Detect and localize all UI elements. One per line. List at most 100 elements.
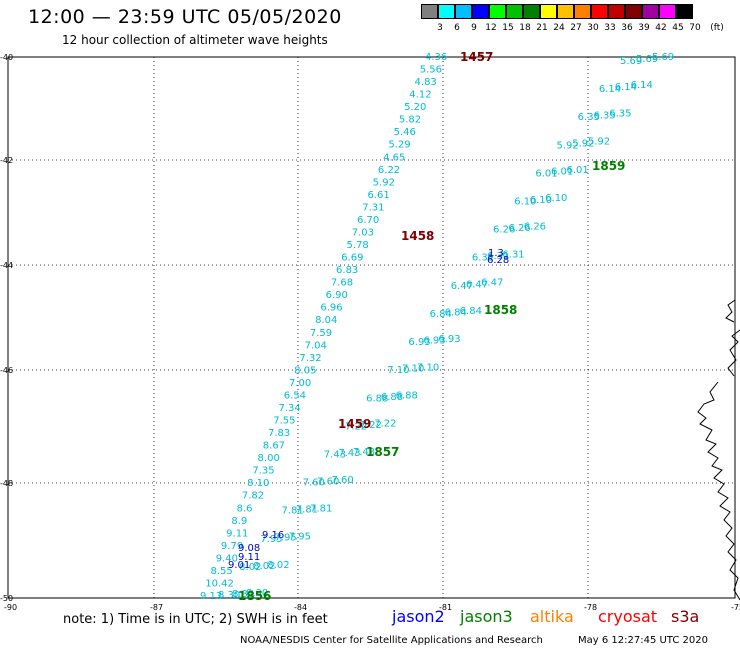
jason3-swh-label: 6.14: [615, 82, 637, 93]
cryosat-swh-label: 8.9: [231, 516, 247, 527]
cryosat-swh-label: 6.69: [341, 253, 363, 264]
legend-swatch-42: [642, 4, 659, 19]
generation-timestamp: May 6 12:27:45 UTC 2020: [578, 635, 708, 646]
cryosat-swh-label: 5.56: [420, 65, 442, 76]
footer-note: note: 1) Time is in UTC; 2) SWH is in fe…: [63, 612, 328, 627]
legend-label: 12: [485, 23, 497, 33]
cryosat-swh-label: 8.10: [247, 478, 269, 489]
jason3c-swh-label: 7.22: [345, 421, 367, 432]
legend-label: 45: [672, 23, 684, 33]
cryosat-swh-label: 8.00: [258, 453, 280, 464]
longitude-label: -84: [294, 603, 307, 612]
latitude-label: -42: [0, 156, 13, 165]
cryosat-swh-label: 6.83: [336, 265, 358, 276]
legend-swatch-27: [557, 4, 574, 19]
cryosat-swh-label: 7.59: [310, 328, 332, 339]
satellite-cryosat: cryosat: [598, 607, 658, 626]
cryosat-swh-label: 5.92: [373, 177, 395, 188]
jason3-swh-label: 7.81: [296, 505, 318, 516]
legend-swatch-12: [472, 4, 489, 19]
legend-label: 70: [689, 23, 701, 33]
cryosat-swh-label: 4.36: [425, 52, 447, 63]
jason3b-swh-label: 6.10: [545, 193, 567, 204]
jason2-swh-label: 9.01: [228, 560, 250, 571]
legend-unit: (ft): [710, 23, 724, 33]
legend-label: 36: [621, 23, 633, 33]
jason3-swh-label: 8.30: [232, 589, 254, 600]
altimeter-tracks: 4.36 5.564.83 4.125.20 5.825.46 5.294.65 6.22…: [200, 52, 674, 602]
jason3-swh-label: 7.10: [402, 364, 424, 375]
legend-swatch-21: [523, 4, 540, 19]
cryosat-swh-label: 6.96: [320, 303, 342, 314]
jason3-swh-label: 6.31: [487, 251, 509, 262]
cryosat-swh-label: 9.13: [200, 591, 222, 602]
legend-swatch-33: [591, 4, 608, 19]
cryosat-swh-label: 5.78: [347, 240, 369, 251]
legend-label: 21: [536, 23, 548, 33]
jason3c-swh-label: 6.14: [599, 84, 621, 95]
time-label: 1859: [592, 159, 625, 173]
legend-swatch-70: [676, 4, 693, 19]
cryosat-swh-label: 7.31: [362, 202, 384, 213]
coastline-segment: [725, 299, 736, 323]
jason3c-swh-label: 7.95: [260, 534, 282, 545]
longitude-label: -90: [4, 603, 17, 612]
cryosat-swh-label: 4.83: [415, 77, 437, 88]
cryosat-swh-label: 8.55: [210, 566, 232, 577]
legend-label: 9: [471, 23, 477, 33]
jason3b-swh-label: 6.93: [438, 334, 460, 345]
jason3-swh-label: 6.84: [445, 307, 467, 318]
latitude-label: -50: [0, 594, 13, 603]
credit-line: NOAA/NESDIS Center for Satellite Applica…: [240, 635, 543, 646]
cryosat-swh-label: 7.82: [242, 491, 264, 502]
time-label: 1459: [338, 417, 371, 431]
cryosat-swh-label: 7.55: [273, 416, 295, 427]
legend-label: 27: [570, 23, 582, 33]
jason3b-swh-label: 7.22: [374, 419, 396, 430]
jason3b-swh-label: 7.95: [289, 532, 311, 543]
jason3c-swh-label: 8.30: [218, 590, 240, 601]
jason3b-swh-label: 6.31: [502, 249, 524, 260]
cryosat-swh-label: 5.46: [394, 127, 416, 138]
jason3c-swh-label: 6.31: [472, 253, 494, 264]
jason3c-swh-label: 6.93: [408, 337, 430, 348]
jason3c-swh-label: 6.84: [430, 309, 452, 320]
jason2-swh-label: 9.08: [238, 543, 260, 554]
latitude-label: -44: [0, 261, 13, 270]
jason3-swh-label: 6.93: [423, 336, 445, 347]
legend-swatch-6: [438, 4, 455, 19]
longitude-label: -81: [439, 603, 452, 612]
cryosat-swh-label: 8.6: [237, 503, 253, 514]
cryosat-swh-label: 7.34: [278, 403, 300, 414]
cryosat-swh-label: 7.83: [268, 428, 290, 439]
legend-swatch-30: [574, 4, 591, 19]
longitude-label: -78: [584, 603, 597, 612]
legend-label: 33: [604, 23, 616, 33]
legend-swatch-3: [421, 4, 438, 19]
latitude-label: -40: [0, 53, 13, 62]
jason3c-swh-label: 6.01: [535, 168, 557, 179]
cryosat-swh-label: 6.90: [326, 290, 348, 301]
legend-label: 39: [638, 23, 650, 33]
jason3-swh-label: 6.01: [551, 167, 573, 178]
cryosat-swh-label: 10.42: [205, 578, 234, 589]
satellite-s3a: s3a: [671, 607, 700, 626]
coastline: [697, 299, 740, 601]
jason3-swh-label: 6.35: [593, 110, 615, 121]
legend-label: 15: [502, 23, 514, 33]
cryosat-swh-label: 8.67: [263, 441, 285, 452]
cryosat-swh-label: 6.61: [367, 190, 389, 201]
jason2-swh-label: 1.3: [488, 248, 504, 259]
jason3-swh-label: 5.69: [636, 54, 658, 65]
jason3b-swh-label: 7.10: [417, 362, 439, 373]
jason2-swh-label: 9.16: [262, 530, 284, 541]
cryosat-swh-label: 5.82: [399, 115, 421, 126]
page-subtitle: 12 hour collection of altimeter wave hei…: [62, 33, 328, 47]
satellite-altika: altika: [530, 607, 574, 626]
jason3b-swh-label: 6.35: [609, 108, 631, 119]
time-label: 1458: [401, 229, 434, 243]
jason3b-swh-label: 6.84: [460, 306, 482, 317]
jason3-swh-label: 6.47: [466, 279, 488, 290]
